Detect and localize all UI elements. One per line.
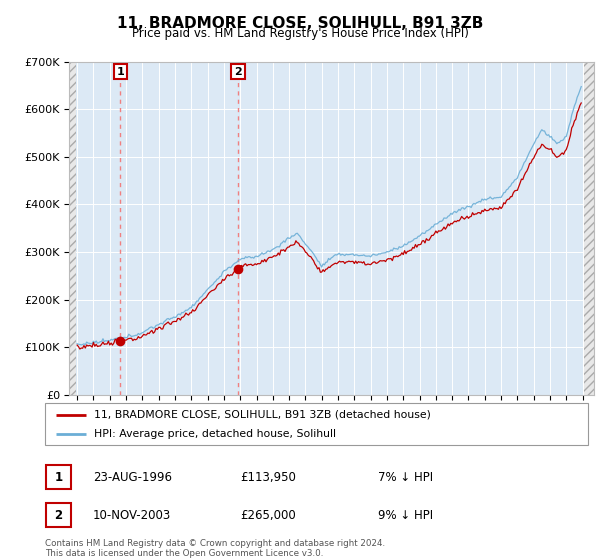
Text: HPI: Average price, detached house, Solihull: HPI: Average price, detached house, Soli… bbox=[94, 429, 336, 439]
Text: 9% ↓ HPI: 9% ↓ HPI bbox=[378, 508, 433, 522]
Text: 1: 1 bbox=[55, 470, 62, 484]
Bar bbox=[69, 62, 76, 395]
FancyBboxPatch shape bbox=[45, 403, 588, 445]
Text: 11, BRADMORE CLOSE, SOLIHULL, B91 3ZB: 11, BRADMORE CLOSE, SOLIHULL, B91 3ZB bbox=[117, 16, 483, 31]
Text: £265,000: £265,000 bbox=[240, 508, 296, 522]
Text: 2: 2 bbox=[55, 508, 62, 522]
Text: 10-NOV-2003: 10-NOV-2003 bbox=[93, 508, 171, 522]
FancyBboxPatch shape bbox=[46, 465, 71, 489]
Text: Price paid vs. HM Land Registry's House Price Index (HPI): Price paid vs. HM Land Registry's House … bbox=[131, 27, 469, 40]
Text: 11, BRADMORE CLOSE, SOLIHULL, B91 3ZB (detached house): 11, BRADMORE CLOSE, SOLIHULL, B91 3ZB (d… bbox=[94, 409, 431, 419]
Text: Contains HM Land Registry data © Crown copyright and database right 2024.
This d: Contains HM Land Registry data © Crown c… bbox=[45, 539, 385, 558]
FancyBboxPatch shape bbox=[46, 503, 71, 527]
Text: 23-AUG-1996: 23-AUG-1996 bbox=[93, 470, 172, 484]
Text: 2: 2 bbox=[234, 67, 242, 77]
Text: 7% ↓ HPI: 7% ↓ HPI bbox=[378, 470, 433, 484]
Text: 1: 1 bbox=[116, 67, 124, 77]
Text: £113,950: £113,950 bbox=[240, 470, 296, 484]
Bar bbox=[584, 62, 594, 395]
